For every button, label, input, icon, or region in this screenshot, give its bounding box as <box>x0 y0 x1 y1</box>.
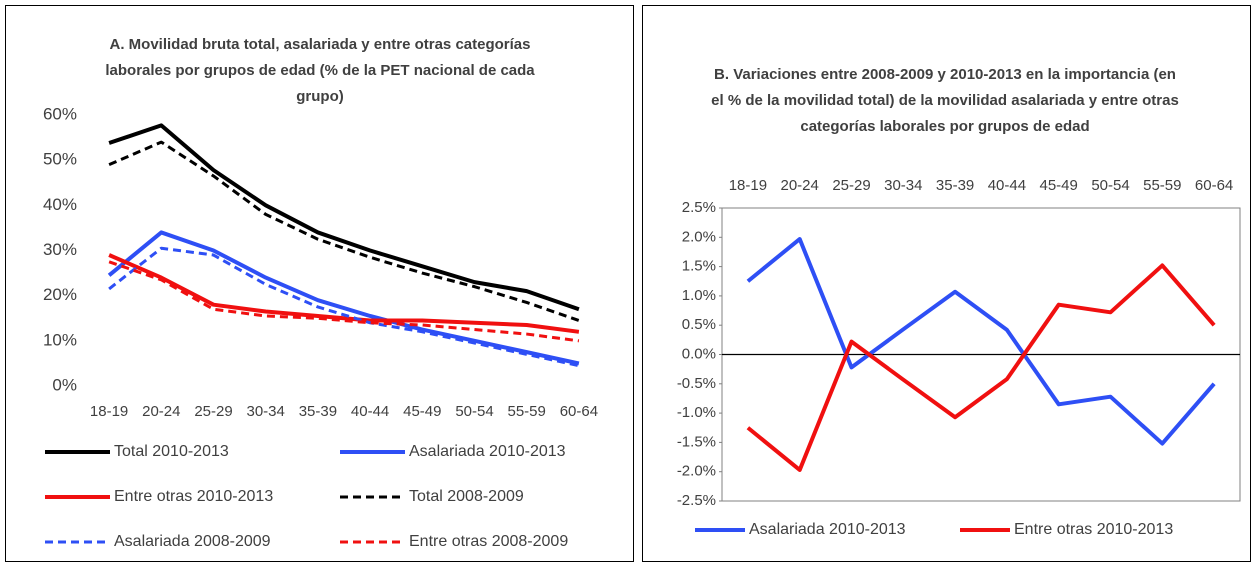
x-tick-label: 50-54 <box>455 403 493 420</box>
x-tick-label: 55-59 <box>1143 177 1181 194</box>
y-tick-label: 0.5% <box>682 316 716 333</box>
x-tick-label: 60-64 <box>560 403 598 420</box>
legend-label: Total 2010-2013 <box>114 443 229 460</box>
legend-label: Asalariada 2010-2013 <box>749 521 906 538</box>
y-tick-label: 30% <box>43 240 77 259</box>
series-line <box>108 246 580 368</box>
y-tick-label: -1.0% <box>677 404 716 421</box>
series-line <box>108 260 580 343</box>
x-tick-label: 30-34 <box>884 177 922 194</box>
x-tick-label: 25-29 <box>832 177 870 194</box>
x-tick-label: 45-49 <box>1040 177 1078 194</box>
series-line <box>108 123 580 312</box>
legend-label: Entre otras 2008-2009 <box>409 533 568 550</box>
legend-label: Asalariada 2010-2013 <box>409 443 566 460</box>
x-tick-label: 35-39 <box>936 177 974 194</box>
series-line <box>107 230 580 366</box>
y-tick-label: 10% <box>43 330 77 349</box>
series-line <box>746 237 1216 446</box>
chart-title: B. Variaciones entre 2008-2009 y 2010-20… <box>711 66 1179 135</box>
y-tick-label: 2.0% <box>682 228 716 245</box>
y-tick-label: 2.5% <box>682 199 716 216</box>
x-tick-label: 40-44 <box>351 403 389 420</box>
y-tick-label: -1.5% <box>677 433 716 450</box>
series-line <box>746 263 1216 472</box>
y-tick-label: 0% <box>52 375 77 394</box>
y-tick-label: -2.5% <box>677 492 716 509</box>
series-line <box>108 253 580 334</box>
y-tick-label: -2.0% <box>677 463 716 480</box>
y-tick-label: 20% <box>43 285 77 304</box>
x-tick-label: 60-64 <box>1195 177 1233 194</box>
chart-title: A. Movilidad bruta total, asalariada y e… <box>105 36 535 105</box>
y-tick-label: 50% <box>43 150 77 169</box>
x-tick-label: 50-54 <box>1091 177 1129 194</box>
legend-label: Asalariada 2008-2009 <box>114 533 271 550</box>
x-tick-label: 55-59 <box>508 403 546 420</box>
x-tick-label: 20-24 <box>142 403 180 420</box>
y-tick-label: 40% <box>43 195 77 214</box>
legend-label: Entre otras 2010-2013 <box>1014 521 1173 538</box>
series-line <box>108 140 580 322</box>
y-tick-label: 60% <box>43 104 77 123</box>
x-tick-label: 20-24 <box>781 177 819 194</box>
x-tick-label: 35-39 <box>299 403 337 420</box>
legend-label: Entre otras 2010-2013 <box>114 488 273 505</box>
x-tick-label: 40-44 <box>988 177 1026 194</box>
x-tick-label: 25-29 <box>194 403 232 420</box>
legend-label: Total 2008-2009 <box>409 488 524 505</box>
y-tick-label: 1.0% <box>682 287 716 304</box>
y-tick-label: 1.5% <box>682 258 716 275</box>
x-tick-label: 18-19 <box>90 403 128 420</box>
y-tick-label: 0.0% <box>682 345 716 362</box>
x-tick-label: 18-19 <box>729 177 767 194</box>
x-tick-label: 30-34 <box>247 403 285 420</box>
x-tick-label: 45-49 <box>403 403 441 420</box>
y-tick-label: -0.5% <box>677 375 716 392</box>
